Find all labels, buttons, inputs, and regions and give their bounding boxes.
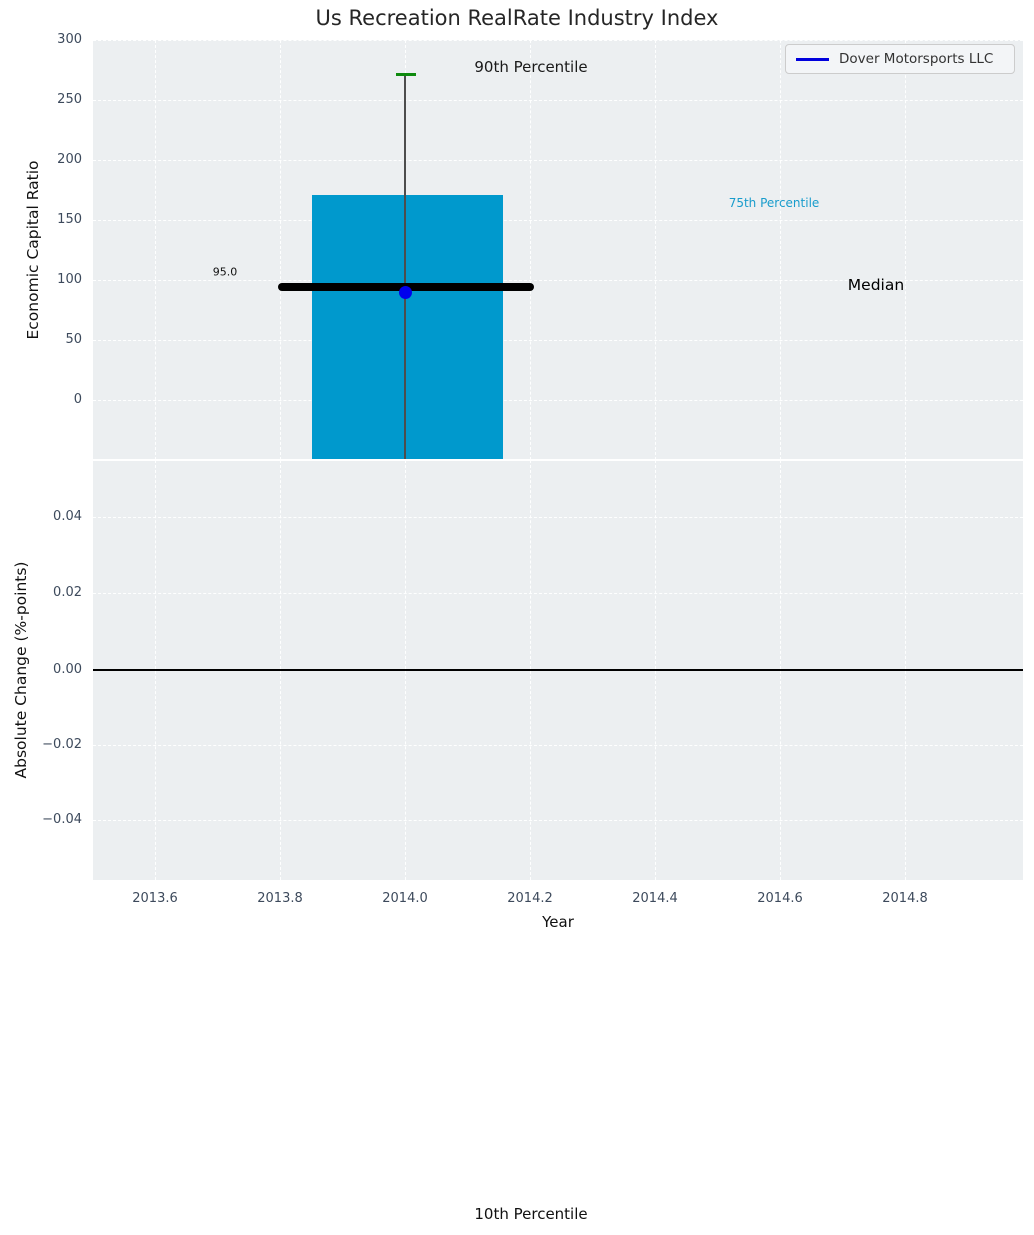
percentile-bar: [312, 195, 503, 460]
gridline-h: [93, 593, 1023, 594]
xtick-label: 2014.4: [632, 891, 678, 906]
xtick-label: 2014.2: [507, 891, 553, 906]
top-plot-area: 90th Percentile 75th Percentile Median 9…: [93, 40, 1023, 460]
p90-annotation: 90th Percentile: [474, 58, 588, 76]
legend: Dover Motorsports LLC: [785, 44, 1015, 74]
gridline-v: [530, 40, 531, 460]
ytick-label: 0.04: [53, 509, 82, 524]
subplot-divider: [93, 459, 1023, 461]
ytick-label: 0: [73, 392, 82, 407]
p10-annotation: 10th Percentile: [474, 1205, 588, 1223]
gridline-h: [93, 340, 1023, 341]
ytick-label: 200: [57, 152, 82, 167]
median-value-annotation: 95.0: [212, 265, 238, 279]
gridline-h: [93, 745, 1023, 746]
p90-cap-marker: [396, 73, 416, 76]
gridline-h: [93, 40, 1023, 41]
xtick-label: 2014.6: [757, 891, 803, 906]
gridline-h: [93, 280, 1023, 281]
gridline-h: [93, 160, 1023, 161]
bottom-y-axis-label: Absolute Change (%-points): [12, 561, 30, 779]
xtick-label: 2013.8: [257, 891, 303, 906]
chart-title: Us Recreation RealRate Industry Index: [315, 6, 719, 30]
company-data-point: [399, 286, 412, 299]
center-line-through-bar: [404, 195, 406, 460]
x-axis-label: Year: [542, 913, 574, 931]
gridline-h: [93, 400, 1023, 401]
gridline-v: [905, 40, 906, 460]
ytick-label: 150: [57, 212, 82, 227]
bottom-plot-area: [93, 460, 1023, 880]
median-annotation: Median: [847, 276, 905, 294]
xtick-label: 2014.0: [382, 891, 428, 906]
legend-line-sample-icon: [796, 57, 829, 61]
gridline-h: [93, 820, 1023, 821]
gridline-v: [155, 40, 156, 460]
gridline-v: [780, 40, 781, 460]
ytick-label: −0.02: [42, 737, 82, 752]
ytick-label: 250: [57, 92, 82, 107]
gridline-v: [280, 40, 281, 460]
legend-label: Dover Motorsports LLC: [839, 51, 994, 67]
ytick-label: 50: [65, 332, 82, 347]
xtick-label: 2014.8: [882, 891, 928, 906]
xtick-label: 2013.6: [132, 891, 178, 906]
gridline-v: [655, 40, 656, 460]
ytick-label: 0.00: [53, 662, 82, 677]
p75-annotation: 75th Percentile: [728, 196, 820, 210]
ytick-label: 0.02: [53, 585, 82, 600]
gridline-h: [93, 517, 1023, 518]
gridline-h: [93, 220, 1023, 221]
ytick-label: −0.04: [42, 812, 82, 827]
gridline-h: [93, 100, 1023, 101]
zero-baseline: [93, 669, 1023, 671]
ytick-label: 300: [57, 32, 82, 47]
ytick-label: 100: [57, 272, 82, 287]
top-y-axis-label: Economic Capital Ratio: [24, 160, 42, 340]
